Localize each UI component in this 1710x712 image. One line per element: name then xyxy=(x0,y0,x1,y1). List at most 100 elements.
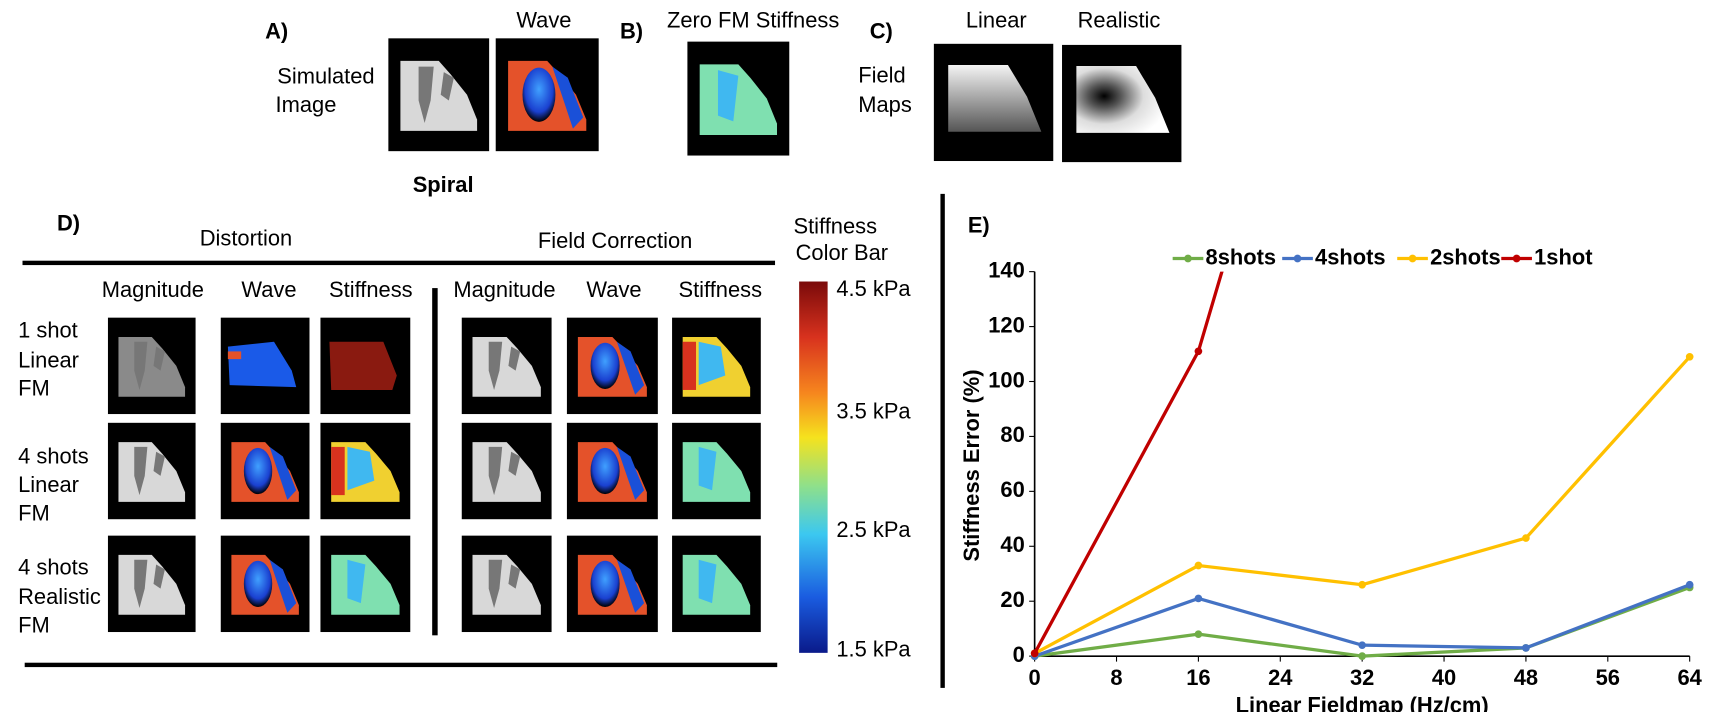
point xyxy=(1358,652,1366,660)
column-label: Stiffness xyxy=(329,277,413,302)
label: Simulated xyxy=(277,64,374,89)
row-label: Realistic xyxy=(18,584,101,609)
legend-swatch xyxy=(1184,254,1192,263)
y-tick-label: 0 xyxy=(1013,642,1025,667)
wave-blue xyxy=(616,446,645,500)
image-wave xyxy=(495,38,599,152)
image-stiff xyxy=(320,535,411,633)
stiff-cyan xyxy=(717,70,739,122)
row-label: 4 shots xyxy=(18,444,89,469)
tissue-dark xyxy=(418,66,434,124)
field-map xyxy=(948,64,1042,132)
point xyxy=(1194,347,1203,356)
tissue-dark xyxy=(508,346,521,371)
image-wave xyxy=(220,535,310,633)
row-label: FM xyxy=(18,612,50,637)
image-stiffmix xyxy=(320,422,411,520)
x-tick-label: 16 xyxy=(1186,665,1210,690)
series xyxy=(1030,271,1224,658)
legend-swatch xyxy=(1408,254,1417,263)
point xyxy=(1522,644,1530,652)
section-title: Spiral xyxy=(413,172,474,197)
label: Maps xyxy=(858,92,912,117)
image-stiff xyxy=(687,41,790,156)
image-linear xyxy=(933,43,1054,162)
legend-label: 8shots xyxy=(1206,244,1277,269)
tissue-dark xyxy=(134,341,148,390)
image-stiffred xyxy=(320,317,411,415)
column-label: Magnitude xyxy=(102,277,204,302)
row-label: Linear xyxy=(18,472,79,497)
x-tick-label: 64 xyxy=(1678,665,1703,690)
row-label: 1 shot xyxy=(18,318,78,343)
tissue-dark xyxy=(153,564,165,589)
image-stiff xyxy=(672,535,761,633)
wave-blob xyxy=(243,560,273,607)
stiff-red xyxy=(682,341,697,390)
y-tick-label: 40 xyxy=(1000,532,1024,557)
point xyxy=(1194,630,1203,638)
tissue-dark xyxy=(153,346,165,371)
wave-blob xyxy=(590,560,620,607)
column-label: Wave xyxy=(241,277,296,302)
divider xyxy=(24,662,778,668)
column-label: Zero FM Stiffness xyxy=(667,8,839,33)
colorbar-label: 3.5 kPa xyxy=(836,399,911,424)
tissue-dark xyxy=(508,451,521,476)
label: Field xyxy=(858,62,905,87)
stiff-bg xyxy=(329,341,397,390)
wave-blob xyxy=(522,67,556,122)
colorbar-title: Color Bar xyxy=(796,240,888,265)
column-label: Linear xyxy=(966,8,1027,33)
tissue-dark xyxy=(488,341,503,390)
point xyxy=(1194,594,1203,603)
x-axis-label: Linear Fieldmap (Hz/cm) xyxy=(1236,692,1489,712)
wave-blob xyxy=(243,447,273,495)
point xyxy=(1030,649,1039,658)
image-mag xyxy=(107,535,196,633)
row-label: FM xyxy=(18,501,50,526)
legend-label: 4shots xyxy=(1315,244,1386,269)
row-label: Linear xyxy=(18,347,79,372)
panel-label: B) xyxy=(620,19,643,44)
image-mag xyxy=(461,535,552,633)
point xyxy=(1194,561,1203,570)
y-tick-label: 100 xyxy=(988,367,1025,392)
y-tick-label: 120 xyxy=(988,312,1025,337)
colorbar-label: 1.5 kPa xyxy=(836,636,911,661)
tissue-dark xyxy=(488,446,503,496)
x-tick-label: 24 xyxy=(1268,665,1293,690)
point xyxy=(1358,580,1366,589)
wave-blue xyxy=(616,341,645,395)
y-tick-label: 140 xyxy=(988,257,1025,282)
x-tick-label: 32 xyxy=(1350,665,1374,690)
divider xyxy=(940,193,945,688)
image-magblur xyxy=(107,317,196,415)
image-stiff xyxy=(672,422,761,520)
legend-label: 1shot xyxy=(1534,244,1593,269)
image-mag xyxy=(388,38,490,152)
column-label: Magnitude xyxy=(453,277,555,302)
colorbar-title: Stiffness xyxy=(794,214,878,239)
divider xyxy=(22,260,776,266)
panel-label: D) xyxy=(57,210,80,235)
color-bar xyxy=(799,281,828,653)
line xyxy=(1033,355,1691,655)
stiff-red xyxy=(331,446,345,496)
legend-swatch xyxy=(1512,254,1521,263)
point xyxy=(1522,534,1530,542)
colorbar-label: 2.5 kPa xyxy=(836,517,911,542)
x-tick-label: 56 xyxy=(1596,665,1620,690)
image-wave xyxy=(566,535,658,633)
stiff-cyan xyxy=(347,559,366,604)
image-mag xyxy=(461,317,552,415)
x-tick-label: 40 xyxy=(1432,665,1456,690)
stiff-cyan xyxy=(347,446,375,491)
colorbar-label: 4.5 kPa xyxy=(836,276,911,301)
tissue-dark xyxy=(508,564,521,589)
point xyxy=(1685,580,1694,589)
group-label: Field Correction xyxy=(538,228,693,253)
point xyxy=(1358,641,1366,649)
stiff-cyan xyxy=(698,341,726,386)
